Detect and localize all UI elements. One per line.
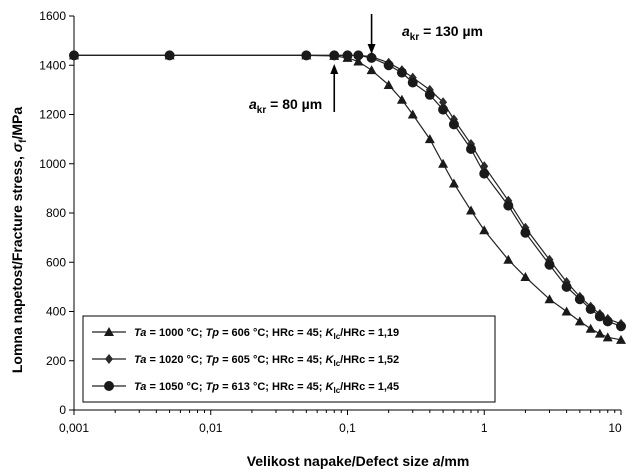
data-point-circle	[104, 381, 114, 391]
y-tick-label: 1000	[39, 157, 66, 171]
annotation-arrowhead-130	[367, 44, 376, 54]
data-point-circle	[407, 77, 418, 88]
data-point-circle	[616, 321, 626, 332]
y-axis-title: Lomna napetost/Fracture stress, σf/MPa	[9, 107, 29, 373]
y-tick-label: 800	[46, 206, 66, 220]
x-axis-title-symbol: a	[433, 453, 441, 469]
series-layer	[69, 50, 626, 344]
legend-item: Ta = 1000 °C; Tp = 606 °C; HRc = 45; KIc…	[92, 327, 399, 341]
data-point-triangle	[383, 79, 394, 89]
y-axis-title-subscript: f	[18, 139, 29, 143]
y-axis-title-unit: /MPa	[9, 107, 25, 140]
annotation-arrowhead-80	[330, 64, 339, 74]
data-point-circle	[301, 50, 312, 61]
y-tick-label: 1200	[39, 108, 66, 122]
x-tick-label: 0,01	[199, 421, 223, 435]
y-axis-title-symbol: σ	[9, 142, 25, 152]
legend-label: Ta = 1000 °C; Tp = 606 °C; HRc = 45; KIc…	[134, 327, 399, 341]
data-point-circle	[438, 104, 449, 115]
data-point-circle	[602, 316, 613, 327]
data-point-circle	[424, 89, 435, 100]
series-circle	[69, 50, 626, 332]
axes: 0 200 400 600 800 1000 1200 1400 1600 0,001 0,01 0,…	[39, 9, 622, 435]
data-point-triangle	[574, 316, 585, 326]
legend-item: Ta = 1050 °C; Tp = 613 °C; HRc = 45; KIc…	[92, 381, 399, 395]
data-point-circle	[366, 52, 377, 63]
legend-box	[82, 315, 496, 403]
x-axis-title: Velikost napake/Defect size a/mm	[247, 453, 470, 469]
data-point-circle	[503, 200, 514, 211]
series-line	[74, 54, 622, 341]
data-point-circle	[329, 50, 340, 61]
data-point-circle	[520, 227, 531, 238]
x-tick-label: 0,1	[339, 421, 356, 435]
x-axis-title-unit: /mm	[440, 453, 469, 469]
data-point-triangle	[448, 178, 459, 188]
data-point-circle	[594, 311, 605, 322]
data-point-triangle	[366, 65, 377, 75]
data-point-triangle	[424, 134, 435, 144]
y-tick-label: 1600	[39, 9, 66, 23]
legend-label: Ta = 1020 °C; Tp = 605 °C; HRc = 45; KIc…	[134, 354, 399, 368]
data-point-triangle	[438, 158, 449, 168]
data-point-circle	[561, 281, 572, 292]
data-point-triangle	[396, 94, 407, 104]
legend: Ta = 1000 °C; Tp = 606 °C; HRc = 45; KIc…	[82, 315, 496, 403]
data-point-triangle	[585, 323, 596, 333]
data-point-triangle	[616, 334, 626, 344]
data-point-triangle	[503, 254, 514, 264]
y-tick-label: 1400	[39, 58, 66, 72]
data-point-triangle	[594, 328, 605, 338]
data-point-triangle	[104, 327, 114, 336]
data-point-triangle	[520, 272, 531, 282]
annotation-label-80: akr = 80 µm	[249, 96, 322, 116]
series-triangle	[69, 50, 626, 344]
data-point-circle	[448, 119, 459, 130]
series-line	[74, 54, 622, 325]
x-tick-label: 1	[481, 421, 488, 435]
data-point-circle	[383, 60, 394, 71]
data-point-circle	[353, 50, 364, 61]
data-point-diamond	[439, 97, 448, 108]
annotation-layer: akr = 80 µm akr = 130 µm	[249, 14, 483, 116]
y-tick-label: 600	[46, 255, 66, 269]
y-tick-label: 0	[59, 403, 66, 417]
series-line	[74, 54, 622, 327]
annotation-label-130: akr = 130 µm	[402, 23, 483, 43]
data-point-circle	[69, 50, 79, 61]
x-tick-label: 0,001	[59, 421, 89, 435]
data-point-circle	[164, 50, 175, 61]
legend-label: Ta = 1050 °C; Tp = 613 °C; HRc = 45; KIc…	[134, 381, 399, 395]
data-point-circle	[396, 67, 407, 78]
data-point-circle	[465, 143, 476, 154]
x-axis-title-plain: Velikost napake/Defect size	[247, 453, 433, 469]
data-point-circle	[574, 294, 585, 305]
x-tick-label: 10	[608, 421, 622, 435]
data-point-triangle	[602, 332, 613, 342]
data-point-triangle	[544, 294, 555, 304]
svg-text:Lomna napetost/Fracture stress: Lomna napetost/Fracture stress, σf/MPa	[9, 107, 29, 373]
data-point-triangle	[353, 56, 364, 66]
y-tick-label: 400	[46, 305, 66, 319]
y-axis-title-plain: Lomna napetost/Fracture stress,	[9, 152, 25, 373]
data-point-triangle	[479, 225, 490, 235]
series-diamond	[70, 50, 625, 329]
data-point-circle	[585, 304, 596, 315]
data-point-triangle	[561, 306, 572, 316]
data-point-circle	[479, 168, 490, 179]
data-point-circle	[544, 259, 555, 270]
y-tick-label: 200	[46, 354, 66, 368]
legend-item: Ta = 1020 °C; Tp = 605 °C; HRc = 45; KIc…	[92, 354, 399, 368]
data-point-triangle	[465, 205, 476, 215]
data-point-diamond	[105, 354, 113, 364]
data-point-circle	[342, 50, 353, 61]
data-point-triangle	[407, 109, 418, 119]
